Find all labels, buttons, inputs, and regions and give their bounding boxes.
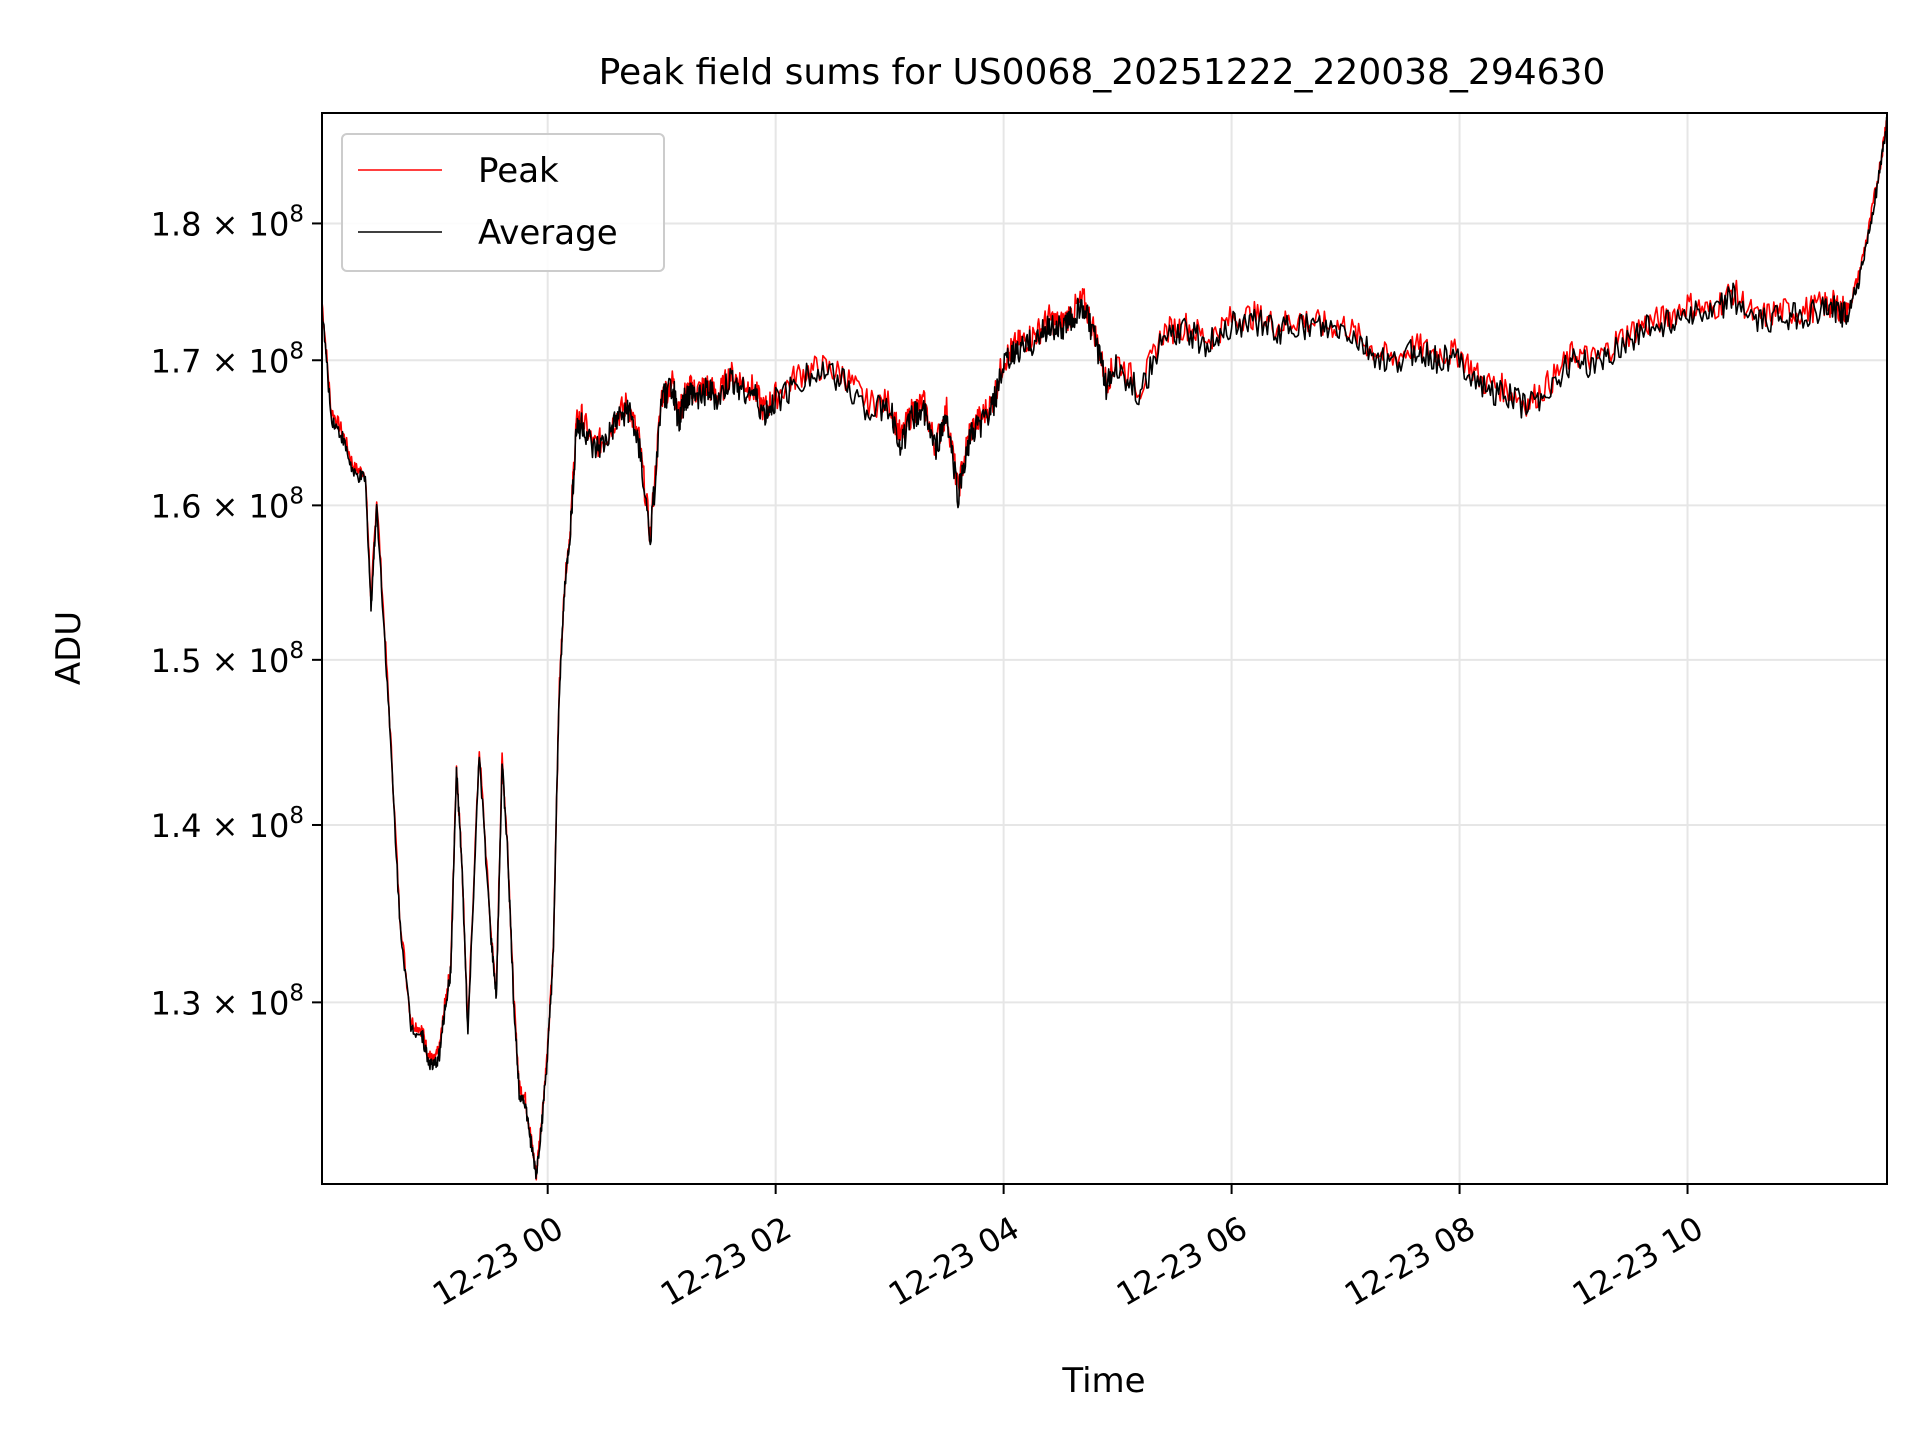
y-tick-label: 1.5 × 108 (151, 638, 304, 680)
x-axis-label: Time (1061, 1361, 1145, 1401)
legend: Peak Average (341, 133, 665, 272)
y-tick-label: 1.6 × 108 (151, 483, 304, 525)
series-average-line (321, 116, 1888, 1180)
y-axis-label: ADU (49, 611, 89, 685)
grid-lines (322, 113, 1887, 1184)
y-axis: 1.3 × 108 1.4 × 108 1.5 × 108 1.6 × 108 1.7 … (151, 201, 322, 1022)
y-tick-label: 1.3 × 108 (151, 980, 304, 1022)
plot-frame (321, 112, 1888, 1185)
chart-title: Peak field sums for US0068_20251222_2200… (599, 52, 1606, 93)
y-tick-label: 1.4 × 108 (151, 803, 304, 845)
series-layer (321, 115, 1888, 1181)
legend-box (341, 133, 665, 272)
y-tick-label: 1.8 × 108 (151, 201, 304, 243)
y-tick-label: 1.7 × 108 (151, 338, 304, 380)
legend-average-label: Average (478, 213, 618, 253)
legend-peak-label: Peak (478, 151, 559, 191)
